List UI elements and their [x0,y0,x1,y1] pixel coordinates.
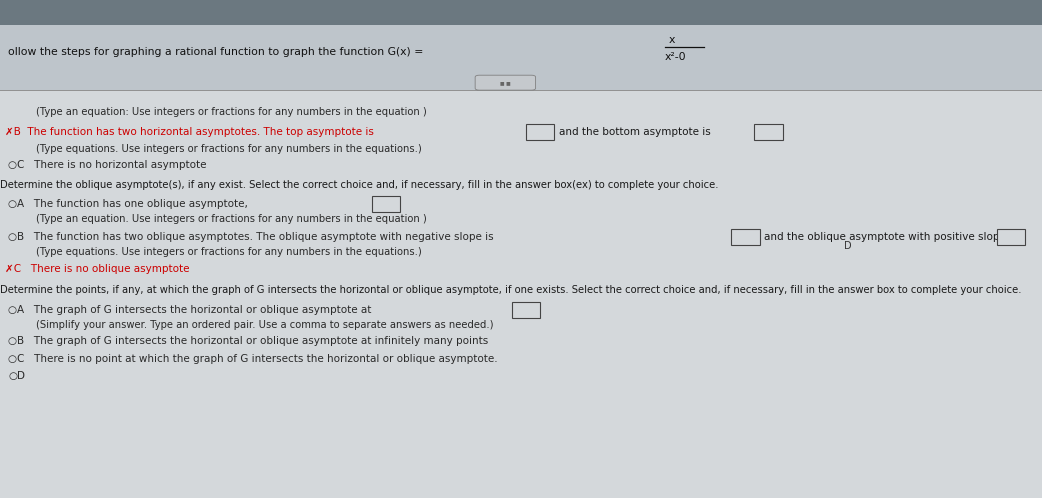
Text: (Type an equation: Use integers or fractions for any numbers in the equation ): (Type an equation: Use integers or fract… [36,107,427,117]
Text: ○C   There is no horizontal asymptote: ○C There is no horizontal asymptote [8,160,206,170]
Text: x²-0: x²-0 [665,52,687,62]
Text: ✗C   There is no oblique asymptote: ✗C There is no oblique asymptote [5,264,190,274]
Text: ✗B  The function has two horizontal asymptotes. The top asymptote is: ✗B The function has two horizontal asymp… [5,127,374,137]
Text: ■ ■: ■ ■ [500,80,511,85]
FancyBboxPatch shape [512,302,540,318]
Text: (Type equations. Use integers or fractions for any numbers in the equations.): (Type equations. Use integers or fractio… [36,144,422,154]
Text: (Type equations. Use integers or fractions for any numbers in the equations.): (Type equations. Use integers or fractio… [36,248,422,257]
Text: ○D: ○D [8,371,25,381]
Text: Determine the oblique asymptote(s), if any exist. Select the correct choice and,: Determine the oblique asymptote(s), if a… [0,180,719,190]
FancyBboxPatch shape [0,0,1042,25]
Text: (Type an equation. Use integers or fractions for any numbers in the equation ): (Type an equation. Use integers or fract… [36,214,427,224]
FancyBboxPatch shape [0,90,1042,498]
FancyBboxPatch shape [475,75,536,90]
FancyBboxPatch shape [997,229,1025,245]
Text: ○B   The function has two oblique asymptotes. The oblique asymptote with negativ: ○B The function has two oblique asymptot… [8,232,494,242]
Text: x: x [669,35,675,45]
Text: ollow the steps for graphing a rational function to graph the function G(x) =: ollow the steps for graphing a rational … [8,47,424,57]
FancyBboxPatch shape [372,196,400,212]
FancyBboxPatch shape [754,124,783,140]
Text: and the bottom asymptote is: and the bottom asymptote is [559,127,711,137]
Text: Determine the points, if any, at which the graph of G intersects the horizontal : Determine the points, if any, at which t… [0,285,1021,295]
Text: ○C   There is no point at which the graph of G intersects the horizontal or obli: ○C There is no point at which the graph … [8,354,498,364]
Text: (Simplify your answer. Type an ordered pair. Use a comma to separate answers as : (Simplify your answer. Type an ordered p… [36,320,494,330]
Text: D: D [844,241,851,251]
FancyBboxPatch shape [526,124,554,140]
FancyBboxPatch shape [0,25,1042,90]
Text: ○A   The graph of G intersects the horizontal or oblique asymptote at: ○A The graph of G intersects the horizon… [8,305,372,315]
FancyBboxPatch shape [731,229,760,245]
Text: ○A   The function has one oblique asymptote,: ○A The function has one oblique asymptot… [8,199,248,209]
Text: ○B   The graph of G intersects the horizontal or oblique asymptote at infinitely: ○B The graph of G intersects the horizon… [8,336,489,346]
Text: and the oblique asymptote with positive slope is: and the oblique asymptote with positive … [764,232,1017,242]
